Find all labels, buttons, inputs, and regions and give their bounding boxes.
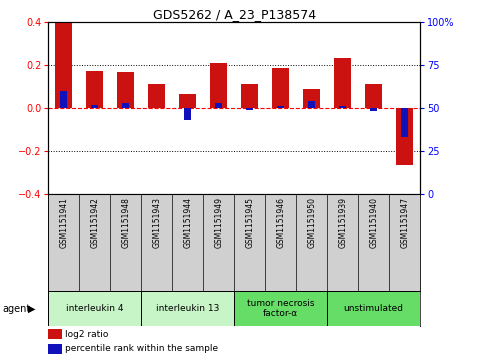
Bar xyxy=(185,108,191,120)
Bar xyxy=(308,101,315,108)
Bar xyxy=(117,72,134,108)
Title: GDS5262 / A_23_P138574: GDS5262 / A_23_P138574 xyxy=(153,8,316,21)
Text: interleukin 13: interleukin 13 xyxy=(156,304,219,313)
Text: interleukin 4: interleukin 4 xyxy=(66,304,124,313)
Bar xyxy=(303,89,320,108)
Text: GSM1151948: GSM1151948 xyxy=(121,197,130,248)
Bar xyxy=(60,91,67,108)
Bar xyxy=(179,94,196,108)
Text: GSM1151944: GSM1151944 xyxy=(183,197,192,248)
Bar xyxy=(365,84,382,108)
Bar xyxy=(148,84,165,108)
Text: GSM1151942: GSM1151942 xyxy=(90,197,99,248)
Text: GSM1151940: GSM1151940 xyxy=(369,197,378,248)
Bar xyxy=(122,103,129,108)
Text: GSM1151939: GSM1151939 xyxy=(338,197,347,248)
Text: log2 ratio: log2 ratio xyxy=(65,330,108,339)
Bar xyxy=(277,106,284,108)
Text: GSM1151945: GSM1151945 xyxy=(245,197,254,248)
Text: agent: agent xyxy=(2,303,30,314)
Bar xyxy=(91,105,98,108)
Text: GSM1151943: GSM1151943 xyxy=(152,197,161,248)
Bar xyxy=(334,58,351,108)
Text: GSM1151946: GSM1151946 xyxy=(276,197,285,248)
Bar xyxy=(210,63,227,108)
Bar xyxy=(55,22,72,108)
Bar xyxy=(401,108,408,137)
Bar xyxy=(86,72,103,108)
Bar xyxy=(340,106,346,108)
Text: GSM1151950: GSM1151950 xyxy=(307,197,316,248)
Bar xyxy=(246,108,253,110)
Bar xyxy=(241,84,258,108)
Bar xyxy=(48,291,142,326)
Text: GSM1151947: GSM1151947 xyxy=(400,197,409,248)
Bar xyxy=(396,108,413,165)
Bar xyxy=(48,329,62,339)
Bar xyxy=(327,291,420,326)
Bar xyxy=(234,291,327,326)
Bar xyxy=(141,291,234,326)
Text: GSM1151941: GSM1151941 xyxy=(59,197,68,248)
Text: ▶: ▶ xyxy=(28,303,36,314)
Text: tumor necrosis
factor-α: tumor necrosis factor-α xyxy=(247,299,314,318)
Bar xyxy=(215,103,222,108)
Text: percentile rank within the sample: percentile rank within the sample xyxy=(65,344,218,354)
Bar xyxy=(272,68,289,108)
Text: unstimulated: unstimulated xyxy=(344,304,404,313)
Bar xyxy=(48,344,62,354)
Text: GSM1151949: GSM1151949 xyxy=(214,197,223,248)
Bar xyxy=(370,108,377,111)
